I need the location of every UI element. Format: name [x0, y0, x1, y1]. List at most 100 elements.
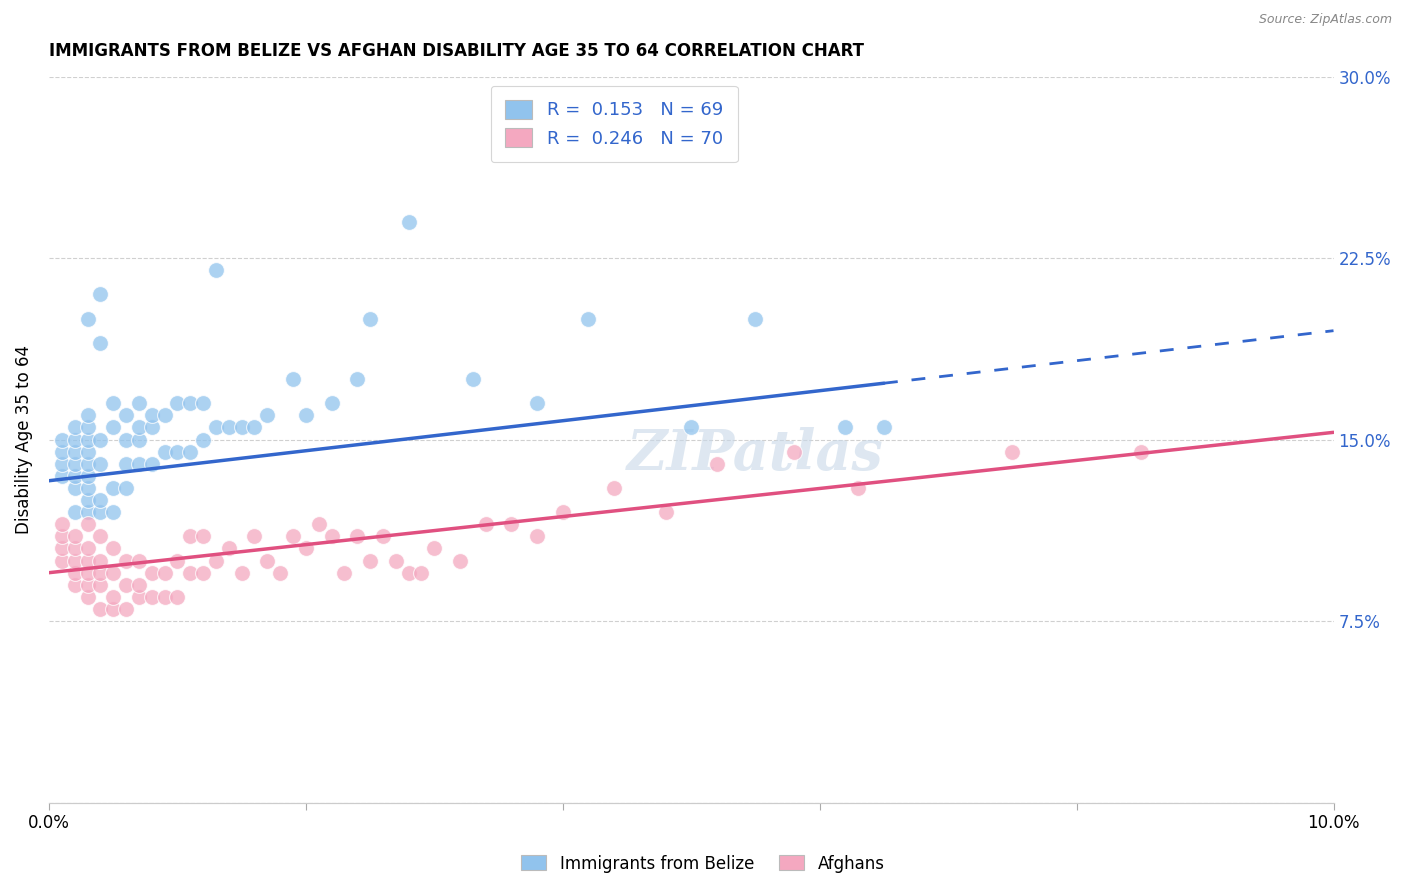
Text: IMMIGRANTS FROM BELIZE VS AFGHAN DISABILITY AGE 35 TO 64 CORRELATION CHART: IMMIGRANTS FROM BELIZE VS AFGHAN DISABIL…	[49, 42, 863, 60]
Y-axis label: Disability Age 35 to 64: Disability Age 35 to 64	[15, 345, 32, 534]
Point	[115, 409, 138, 423]
Point	[269, 566, 291, 580]
Point	[115, 578, 138, 592]
Point	[128, 433, 150, 447]
Point	[371, 529, 394, 543]
Point	[166, 396, 188, 410]
Point	[63, 505, 86, 519]
Point	[166, 553, 188, 567]
Point	[654, 505, 676, 519]
Point	[76, 311, 98, 326]
Point	[346, 529, 368, 543]
Point	[191, 433, 214, 447]
Point	[308, 517, 330, 532]
Point	[166, 590, 188, 604]
Legend: R =  0.153   N = 69, R =  0.246   N = 70: R = 0.153 N = 69, R = 0.246 N = 70	[491, 86, 738, 162]
Point	[526, 396, 548, 410]
Point	[474, 517, 496, 532]
Point	[744, 311, 766, 326]
Point	[76, 493, 98, 508]
Point	[205, 553, 228, 567]
Point	[76, 481, 98, 495]
Point	[63, 444, 86, 458]
Point	[63, 553, 86, 567]
Point	[89, 553, 111, 567]
Point	[179, 529, 201, 543]
Point	[423, 541, 446, 556]
Point	[128, 578, 150, 592]
Text: Source: ZipAtlas.com: Source: ZipAtlas.com	[1258, 13, 1392, 27]
Point	[179, 444, 201, 458]
Point	[103, 602, 125, 616]
Point	[321, 529, 343, 543]
Point	[141, 590, 163, 604]
Point	[51, 541, 73, 556]
Point	[411, 566, 433, 580]
Point	[103, 481, 125, 495]
Point	[128, 457, 150, 471]
Point	[191, 529, 214, 543]
Legend: Immigrants from Belize, Afghans: Immigrants from Belize, Afghans	[515, 848, 891, 880]
Point	[89, 433, 111, 447]
Point	[449, 553, 471, 567]
Point	[51, 469, 73, 483]
Point	[191, 396, 214, 410]
Point	[63, 469, 86, 483]
Point	[63, 420, 86, 434]
Point	[76, 505, 98, 519]
Point	[166, 444, 188, 458]
Point	[141, 409, 163, 423]
Point	[243, 529, 266, 543]
Point	[526, 529, 548, 543]
Point	[783, 444, 806, 458]
Point	[141, 420, 163, 434]
Point	[76, 517, 98, 532]
Point	[89, 287, 111, 301]
Point	[218, 420, 240, 434]
Point	[359, 311, 381, 326]
Point	[128, 553, 150, 567]
Point	[191, 566, 214, 580]
Point	[76, 444, 98, 458]
Point	[1001, 444, 1024, 458]
Point	[89, 335, 111, 350]
Point	[76, 566, 98, 580]
Point	[103, 566, 125, 580]
Point	[76, 420, 98, 434]
Point	[1129, 444, 1152, 458]
Point	[115, 433, 138, 447]
Point	[218, 541, 240, 556]
Point	[501, 517, 523, 532]
Point	[834, 420, 856, 434]
Point	[63, 541, 86, 556]
Point	[873, 420, 896, 434]
Point	[76, 409, 98, 423]
Point	[63, 433, 86, 447]
Point	[103, 590, 125, 604]
Point	[103, 541, 125, 556]
Point	[551, 505, 574, 519]
Point	[63, 529, 86, 543]
Point	[115, 457, 138, 471]
Point	[281, 372, 304, 386]
Point	[141, 457, 163, 471]
Point	[89, 578, 111, 592]
Point	[281, 529, 304, 543]
Point	[346, 372, 368, 386]
Point	[128, 590, 150, 604]
Point	[63, 578, 86, 592]
Point	[231, 566, 253, 580]
Point	[256, 409, 278, 423]
Point	[141, 566, 163, 580]
Point	[89, 566, 111, 580]
Text: ZIPatlas: ZIPatlas	[627, 426, 884, 482]
Point	[153, 444, 176, 458]
Point	[103, 505, 125, 519]
Point	[76, 553, 98, 567]
Point	[153, 409, 176, 423]
Point	[51, 444, 73, 458]
Point	[603, 481, 626, 495]
Point	[179, 566, 201, 580]
Point	[153, 566, 176, 580]
Point	[385, 553, 408, 567]
